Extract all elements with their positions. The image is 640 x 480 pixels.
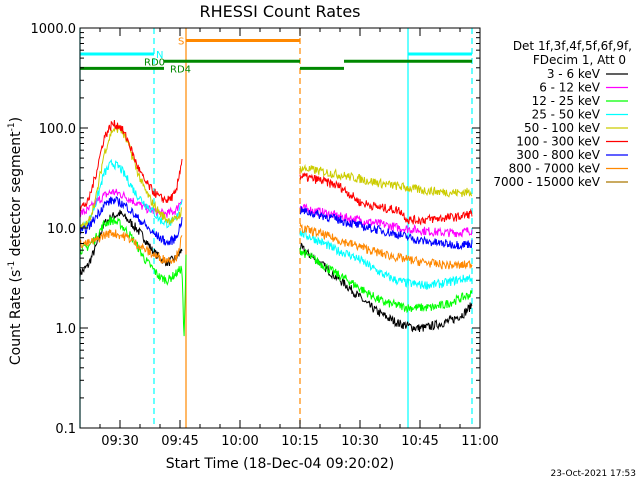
series-3-6-kev-segment-1 — [299, 242, 473, 333]
series-100-300-kev-segment-1 — [299, 172, 473, 226]
y-tick-label-1: 100.0 — [39, 122, 76, 137]
legend-entry-6-12-kev: 6 - 12 keV — [539, 81, 601, 95]
series-100-300-kev-segment-0 — [79, 119, 183, 212]
y-axis-label: Count Rate (s-1 detector segment-1) — [7, 117, 24, 365]
series-50-100-kev-segment-1 — [299, 163, 473, 198]
x-axis-label: Start Time (18-Dec-04 09:20:02) — [166, 456, 394, 472]
y-tick-label-4: 0.1 — [55, 422, 76, 437]
y-axis-label-close: ) — [8, 117, 24, 122]
y-axis-label-sup2: -1 — [7, 122, 17, 131]
x-tick-label-2: 10:00 — [221, 434, 258, 449]
series-800-7000-kev-segment-1 — [299, 223, 473, 270]
y-axis-label-tail: detector segment — [8, 131, 24, 261]
data-series — [79, 119, 473, 337]
series-25-50-kev-segment-0 — [79, 158, 183, 233]
y-tick-label-3: 1.0 — [55, 322, 76, 337]
y-tick-label-2: 10.0 — [47, 222, 76, 237]
legend-header-line-2: FDecim 1, Att 0 — [533, 53, 626, 67]
series-6-12-kev-segment-1 — [299, 203, 473, 238]
y-axis-label-sup: -1 — [7, 261, 17, 270]
legend-entry-300-800-kev: 300 - 800 keV — [516, 148, 600, 162]
y-tick-label-0: 1000.0 — [31, 22, 77, 37]
x-tick-label-1: 09:45 — [161, 434, 198, 449]
x-tick-label-0: 09:30 — [101, 434, 138, 449]
x-axis-ticks: 09:30 09:45 10:00 10:15 10:30 10:45 11:00 — [79, 28, 499, 449]
x-tick-label-4: 10:30 — [341, 434, 378, 449]
legend: Det 1f,3f,4f,5f,6f,9f, FDecim 1, Att 0 3… — [493, 39, 632, 189]
series-25-50-kev-segment-1 — [299, 228, 473, 291]
interval-label-rd0: RD0 — [144, 57, 165, 68]
legend-entry-3-6-kev: 3 - 6 keV — [547, 67, 601, 81]
x-tick-label-6: 11:00 — [461, 434, 498, 449]
chart-title: RHESSI Count Rates — [200, 2, 361, 21]
footer-timestamp: 23-Oct-2021 17:53 — [551, 469, 636, 479]
legend-entry-25-50-kev: 25 - 50 keV — [532, 108, 601, 122]
interval-label-rd4: RD4 — [170, 64, 191, 75]
series-50-100-kev-segment-0 — [79, 124, 183, 229]
legend-entry-7000-15000-kev: 7000 - 15000 keV — [493, 175, 600, 189]
legend-header-line-1: Det 1f,3f,4f,5f,6f,9f, — [513, 39, 632, 53]
legend-entry-100-300-kev: 100 - 300 keV — [516, 135, 600, 149]
interval-label-n: N — [156, 50, 163, 61]
legend-entry-800-7000-kev: 800 - 7000 keV — [509, 162, 601, 176]
series-300-800-kev-segment-0 — [79, 195, 183, 246]
interval-label-s: S — [178, 36, 184, 47]
legend-entry-12-25-kev: 12 - 25 keV — [532, 94, 601, 108]
x-tick-label-3: 10:15 — [281, 434, 318, 449]
series-300-800-kev-segment-1 — [299, 206, 473, 251]
series-12-25-kev-segment-1 — [299, 248, 473, 314]
y-axis-ticks: 1000.0 100.0 10.0 1.0 0.1 — [31, 22, 480, 437]
legend-entry-50-100-kev: 50 - 100 keV — [524, 121, 601, 135]
x-tick-label-5: 10:45 — [401, 434, 438, 449]
series-800-7000-kev-segment-0 — [79, 229, 183, 264]
y-axis-label-main: Count Rate (s — [8, 270, 24, 365]
